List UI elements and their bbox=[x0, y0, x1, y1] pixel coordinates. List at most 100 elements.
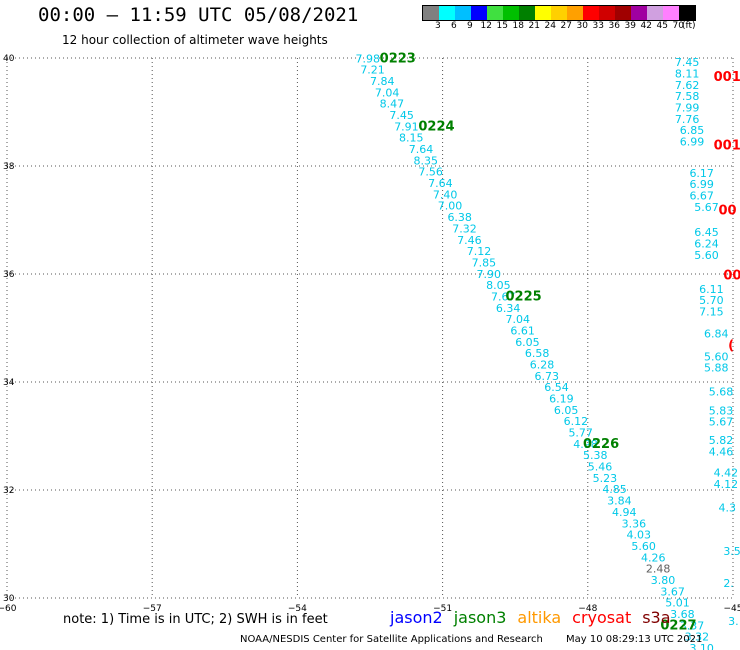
color-swatch-15 bbox=[663, 6, 679, 20]
swh-value: 6.99 bbox=[689, 178, 714, 191]
swh-value: 5.77 bbox=[568, 427, 593, 440]
swh-value: 3.68 bbox=[670, 608, 695, 621]
swh-value: 6.05 bbox=[515, 336, 540, 349]
color-scale-label: 33 bbox=[592, 21, 604, 31]
swh-value: 6.17 bbox=[689, 167, 714, 180]
swh-value: 8.05 bbox=[486, 279, 511, 292]
swh-value: 6.54 bbox=[544, 381, 569, 394]
swh-value: 3.37 bbox=[680, 619, 705, 632]
pass-time-label: 00 bbox=[718, 204, 736, 219]
swh-value: 4.3 bbox=[718, 502, 736, 515]
swh-value: 4.12 bbox=[714, 478, 739, 491]
color-swatch-6 bbox=[519, 6, 535, 20]
swh-value: 4.85 bbox=[602, 483, 627, 496]
color-scale-label: 45 bbox=[656, 21, 668, 31]
color-swatch-1 bbox=[439, 6, 455, 20]
x-tick-label: −54 bbox=[288, 604, 307, 614]
color-swatch-8 bbox=[551, 6, 567, 20]
y-tick-label: 34 bbox=[3, 378, 15, 388]
swh-value: 4.03 bbox=[627, 529, 652, 542]
color-scale-label: 21 bbox=[528, 21, 540, 31]
swh-value: 4.26 bbox=[641, 551, 666, 564]
swh-value: 5.60 bbox=[631, 540, 656, 553]
pass-time-label: 00 bbox=[723, 268, 740, 283]
swh-value: 7.21 bbox=[360, 64, 385, 77]
y-tick-label: 32 bbox=[3, 486, 14, 496]
color-swatch-3 bbox=[471, 6, 487, 20]
pass-time-label: 0225 bbox=[506, 289, 542, 304]
swh-value: 5.46 bbox=[588, 461, 613, 474]
pass-time-label: 0223 bbox=[380, 51, 416, 66]
x-tick-label: −57 bbox=[143, 604, 162, 614]
swh-value: 3.67 bbox=[660, 585, 685, 598]
swh-value: 6.61 bbox=[510, 324, 535, 337]
swh-value: 7.99 bbox=[675, 101, 700, 114]
y-tick-label: 38 bbox=[3, 162, 15, 172]
swh-value: 7.84 bbox=[370, 75, 395, 88]
color-swatch-12 bbox=[615, 6, 631, 20]
color-swatch-16 bbox=[679, 6, 695, 20]
swh-value: 6.84 bbox=[704, 328, 729, 341]
swh-value: 7.46 bbox=[457, 234, 482, 247]
satellite-legend-cryosat: cryosat bbox=[572, 608, 632, 627]
x-tick-label: −48 bbox=[578, 604, 597, 614]
footnote: note: 1) Time is in UTC; 2) SWH is in fe… bbox=[63, 612, 328, 627]
swh-value: 6.99 bbox=[680, 135, 705, 148]
swh-value: 6.38 bbox=[447, 211, 472, 224]
color-scale-unit: (ft) bbox=[682, 21, 696, 31]
swh-value: 5.88 bbox=[704, 362, 729, 375]
pass-time-label: 0226 bbox=[583, 437, 619, 452]
swh-value: 8.47 bbox=[380, 98, 405, 111]
pass-time-label: ( bbox=[728, 339, 734, 354]
swh-value: 7.40 bbox=[433, 188, 458, 201]
swh-value: 6.19 bbox=[549, 393, 574, 406]
swh-value: 5.67 bbox=[694, 201, 719, 214]
color-scale-bar bbox=[422, 5, 696, 21]
color-scale-label: 6 bbox=[451, 21, 457, 31]
color-scale-label: 36 bbox=[608, 21, 620, 31]
color-swatch-7 bbox=[535, 6, 551, 20]
swh-value: 3. bbox=[728, 615, 739, 628]
color-scale-label: 15 bbox=[496, 21, 508, 31]
x-tick-label: −45 bbox=[724, 604, 740, 614]
swh-value: 6.34 bbox=[496, 302, 520, 315]
swh-value: 7.91 bbox=[394, 120, 419, 133]
y-tick-label: 36 bbox=[3, 270, 15, 280]
swh-value: 6.85 bbox=[680, 124, 705, 137]
color-scale-label: 9 bbox=[467, 21, 473, 31]
swh-value: 7.67 bbox=[491, 290, 516, 303]
swh-value: 7.12 bbox=[467, 245, 492, 258]
color-swatch-5 bbox=[503, 6, 519, 20]
swh-value: 7.04 bbox=[506, 313, 531, 326]
swh-value: 7.62 bbox=[675, 79, 700, 92]
swh-value: 7.85 bbox=[472, 256, 497, 269]
satellite-legend-altika: altika bbox=[517, 608, 562, 627]
swh-value: 6.05 bbox=[554, 404, 579, 417]
swh-value: 5.60 bbox=[704, 350, 729, 363]
color-scale-label: 27 bbox=[560, 21, 572, 31]
swh-value: 8.11 bbox=[675, 67, 700, 80]
swh-value: 6.12 bbox=[564, 415, 589, 428]
color-scale-label: 30 bbox=[576, 21, 588, 31]
chart-subtitle: 12 hour collection of altimeter wave hei… bbox=[62, 33, 328, 47]
swh-value: 7.76 bbox=[675, 113, 700, 126]
color-swatch-14 bbox=[647, 6, 663, 20]
color-scale-label: 24 bbox=[544, 21, 556, 31]
satellite-legend: jason2 jason3 altika cryosat s3a bbox=[390, 608, 682, 627]
y-tick-label: 30 bbox=[3, 594, 15, 604]
swh-value: 4.42 bbox=[714, 467, 739, 480]
satellite-legend-jason2: jason2 bbox=[390, 608, 443, 627]
generated-timestamp: May 10 08:29:13 UTC 2021 bbox=[566, 634, 703, 645]
color-scale-label: 18 bbox=[512, 21, 524, 31]
satellite-legend-s3a: s3a bbox=[642, 608, 671, 627]
swh-value: 7.32 bbox=[452, 222, 477, 235]
swh-value: 7.64 bbox=[409, 143, 434, 156]
pass-time-label: 0224 bbox=[418, 119, 454, 134]
swh-value: 4.46 bbox=[709, 445, 734, 458]
color-swatch-9 bbox=[567, 6, 583, 20]
swh-value: 5.83 bbox=[709, 404, 734, 417]
swh-value: 7.90 bbox=[476, 268, 501, 281]
color-swatch-13 bbox=[631, 6, 647, 20]
swh-value: 3.32 bbox=[685, 631, 710, 644]
swh-value: 3.10 bbox=[689, 642, 714, 650]
